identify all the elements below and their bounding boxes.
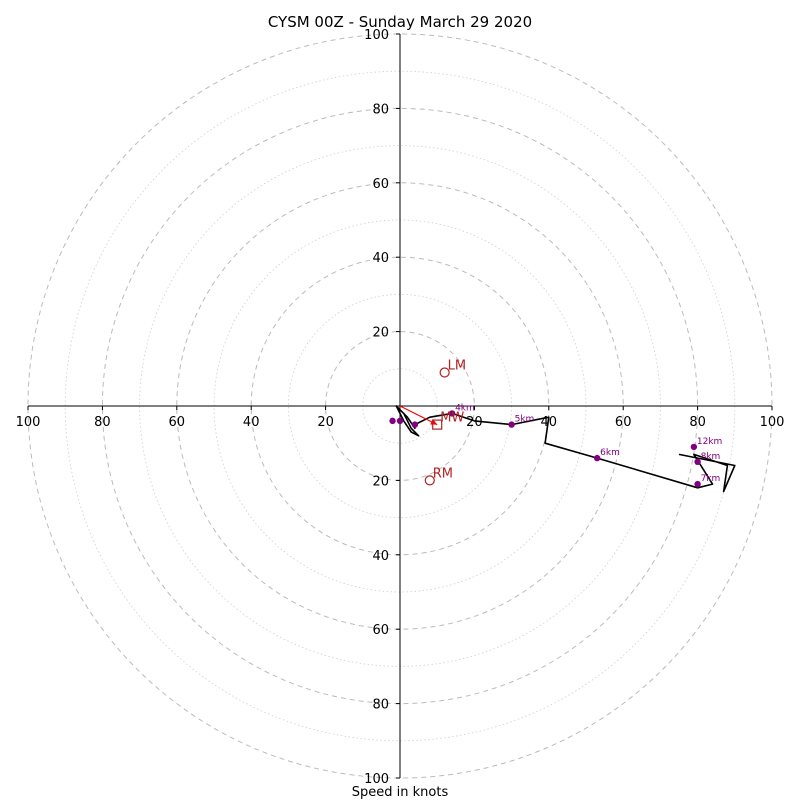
y-tick-label: 100 xyxy=(364,772,389,787)
storm-motion-marker xyxy=(439,367,450,378)
y-tick-label: 20 xyxy=(372,474,389,489)
y-tick-label: 40 xyxy=(372,251,389,266)
mean-wind-arrow-head xyxy=(430,419,438,425)
x-ticks: 100 80 60 40 20 20 40 60 80 100 xyxy=(16,406,785,430)
x-tick-label: 60 xyxy=(615,415,632,430)
storm-motion-marker xyxy=(424,475,435,486)
chart-title: CYSM 00Z - Sunday March 29 2020 xyxy=(268,13,532,31)
height-point xyxy=(448,410,456,417)
y-tick-label: 20 xyxy=(372,326,389,341)
height-point xyxy=(694,480,701,488)
height-point xyxy=(690,443,698,451)
height-point xyxy=(389,417,396,425)
x-tick-label: 80 xyxy=(94,415,111,430)
y-tick-label: 60 xyxy=(372,177,389,192)
wind-trace-line xyxy=(395,405,736,493)
x-tick-label: 40 xyxy=(243,415,260,430)
y-ticks: 100 80 60 40 20 20 40 60 80 100 xyxy=(364,28,400,787)
height-point xyxy=(593,454,601,462)
x-tick-label: 80 xyxy=(689,415,706,430)
height-point xyxy=(396,417,404,425)
y-tick-label: 80 xyxy=(372,698,389,713)
storm-motion-label: RM xyxy=(433,466,453,481)
height-points: 4km 5km 6km 7km 8km 12km xyxy=(389,403,722,488)
y-tick-label: 100 xyxy=(364,28,389,43)
mean-wind-arrow-line xyxy=(399,405,438,426)
x-axis-label: Speed in knots xyxy=(352,785,449,800)
x-tick-label: 60 xyxy=(169,415,186,430)
height-label: 8km xyxy=(701,452,721,462)
x-tick-label: 100 xyxy=(16,415,41,430)
storm-motion-label: MW xyxy=(440,411,464,426)
height-label: 6km xyxy=(600,448,620,458)
height-label: 7km xyxy=(701,474,721,484)
wind-trace xyxy=(395,405,736,493)
height-label: 5km xyxy=(515,415,535,425)
height-label: 12km xyxy=(697,437,722,447)
x-tick-label: 20 xyxy=(466,415,483,430)
storm-motion-markers: LM RM MW xyxy=(424,359,466,486)
height-label: 4km xyxy=(455,403,475,413)
height-point xyxy=(411,421,419,428)
x-tick-label: 20 xyxy=(317,415,334,430)
height-point xyxy=(694,458,701,465)
y-tick-label: 60 xyxy=(372,623,389,638)
y-tick-label: 40 xyxy=(372,549,389,564)
storm-motion-label: LM xyxy=(448,359,466,374)
y-tick-label: 80 xyxy=(372,102,389,117)
height-point xyxy=(508,421,515,428)
storm-motion-marker xyxy=(432,419,443,430)
mean-wind-arrow xyxy=(399,405,438,426)
x-tick-label: 100 xyxy=(760,415,785,430)
